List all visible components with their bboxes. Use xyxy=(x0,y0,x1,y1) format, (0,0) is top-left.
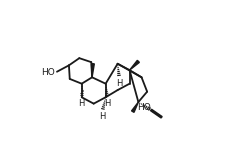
Text: H: H xyxy=(99,112,106,121)
Polygon shape xyxy=(130,60,139,70)
Text: HO: HO xyxy=(42,68,55,77)
Text: H: H xyxy=(79,99,85,108)
Text: HO: HO xyxy=(137,103,151,112)
Text: H: H xyxy=(104,99,111,108)
Text: H: H xyxy=(116,79,123,88)
Polygon shape xyxy=(92,64,94,77)
Polygon shape xyxy=(131,102,138,112)
